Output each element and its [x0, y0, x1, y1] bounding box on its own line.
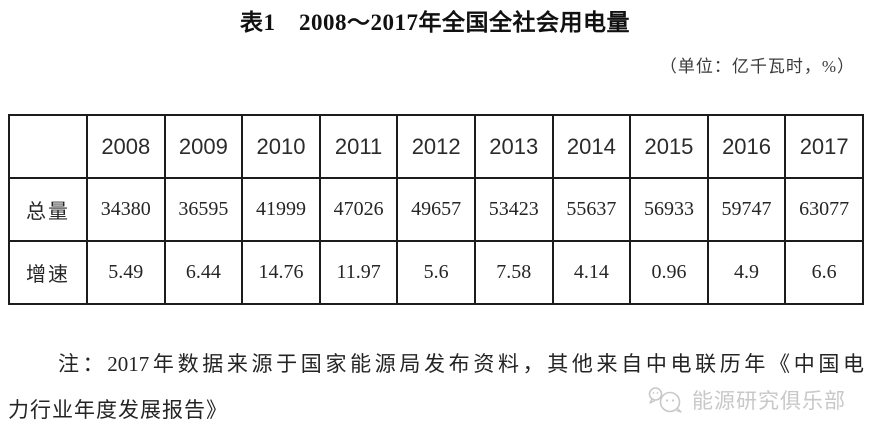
table-cell: 0.96 — [629, 240, 709, 305]
table-cell: 6.44 — [163, 240, 244, 305]
table-cell: 34380 — [86, 177, 166, 242]
year-header: 2009 — [163, 114, 244, 179]
table-cell: 41999 — [241, 177, 321, 242]
table-cell: 5.49 — [86, 240, 166, 305]
table-cell: 14.76 — [241, 240, 321, 305]
year-header: 2011 — [318, 114, 399, 179]
table-cell: 36595 — [163, 177, 244, 242]
table-cell: 47026 — [318, 177, 399, 242]
table-row-total: 总量 34380 36595 41999 47026 49657 53423 5… — [8, 177, 864, 242]
table-header-row: 2008 2009 2010 2011 2012 2013 2014 2015 … — [8, 114, 864, 179]
table-cell: 53423 — [473, 177, 554, 242]
corner-cell — [8, 114, 88, 179]
row-label-total: 总量 — [8, 177, 88, 242]
year-header: 2016 — [706, 114, 787, 179]
table-cell: 63077 — [784, 177, 864, 242]
watermark-label: 能源研究俱乐部 — [692, 389, 846, 413]
year-header: 2014 — [551, 114, 632, 179]
year-header: 2013 — [473, 114, 554, 179]
table-cell: 4.14 — [551, 240, 632, 305]
table-cell: 55637 — [551, 177, 632, 242]
unit-note: （单位：亿千瓦时，%） — [659, 57, 855, 76]
year-header: 2010 — [241, 114, 321, 179]
year-header: 2008 — [86, 114, 166, 179]
table-cell: 6.6 — [784, 240, 864, 305]
watermark: 能源研究俱乐部 — [647, 385, 846, 415]
table-cell: 56933 — [629, 177, 709, 242]
table-cell: 7.58 — [473, 240, 554, 305]
row-label-growth: 增速 — [8, 240, 88, 305]
year-header: 2015 — [629, 114, 709, 179]
electricity-consumption-table: 2008 2009 2010 2011 2012 2013 2014 2015 … — [8, 114, 864, 305]
source-note-line: 力行业年度发展报告》 — [8, 398, 228, 422]
table-cell: 11.97 — [318, 240, 399, 305]
year-header: 2012 — [396, 114, 476, 179]
table-title: 表1 2008～2017年全国全社会用电量 — [240, 10, 630, 35]
source-note-line: 注：2017年数据来源于国家能源局发布资料，其他来自中电联历年《中国电 — [58, 352, 864, 376]
table-cell: 59747 — [706, 177, 787, 242]
table-cell: 49657 — [396, 177, 476, 242]
year-header: 2017 — [784, 114, 864, 179]
source-note: 注：2017年数据来源于国家能源局发布资料，其他来自中电联历年《中国电 力行业年… — [8, 341, 864, 433]
table-cell: 5.6 — [396, 240, 476, 305]
table-cell: 4.9 — [706, 240, 787, 305]
table-row-growth: 增速 5.49 6.44 14.76 11.97 5.6 7.58 4.14 0… — [8, 240, 864, 305]
wechat-bubbles-icon — [647, 386, 685, 414]
